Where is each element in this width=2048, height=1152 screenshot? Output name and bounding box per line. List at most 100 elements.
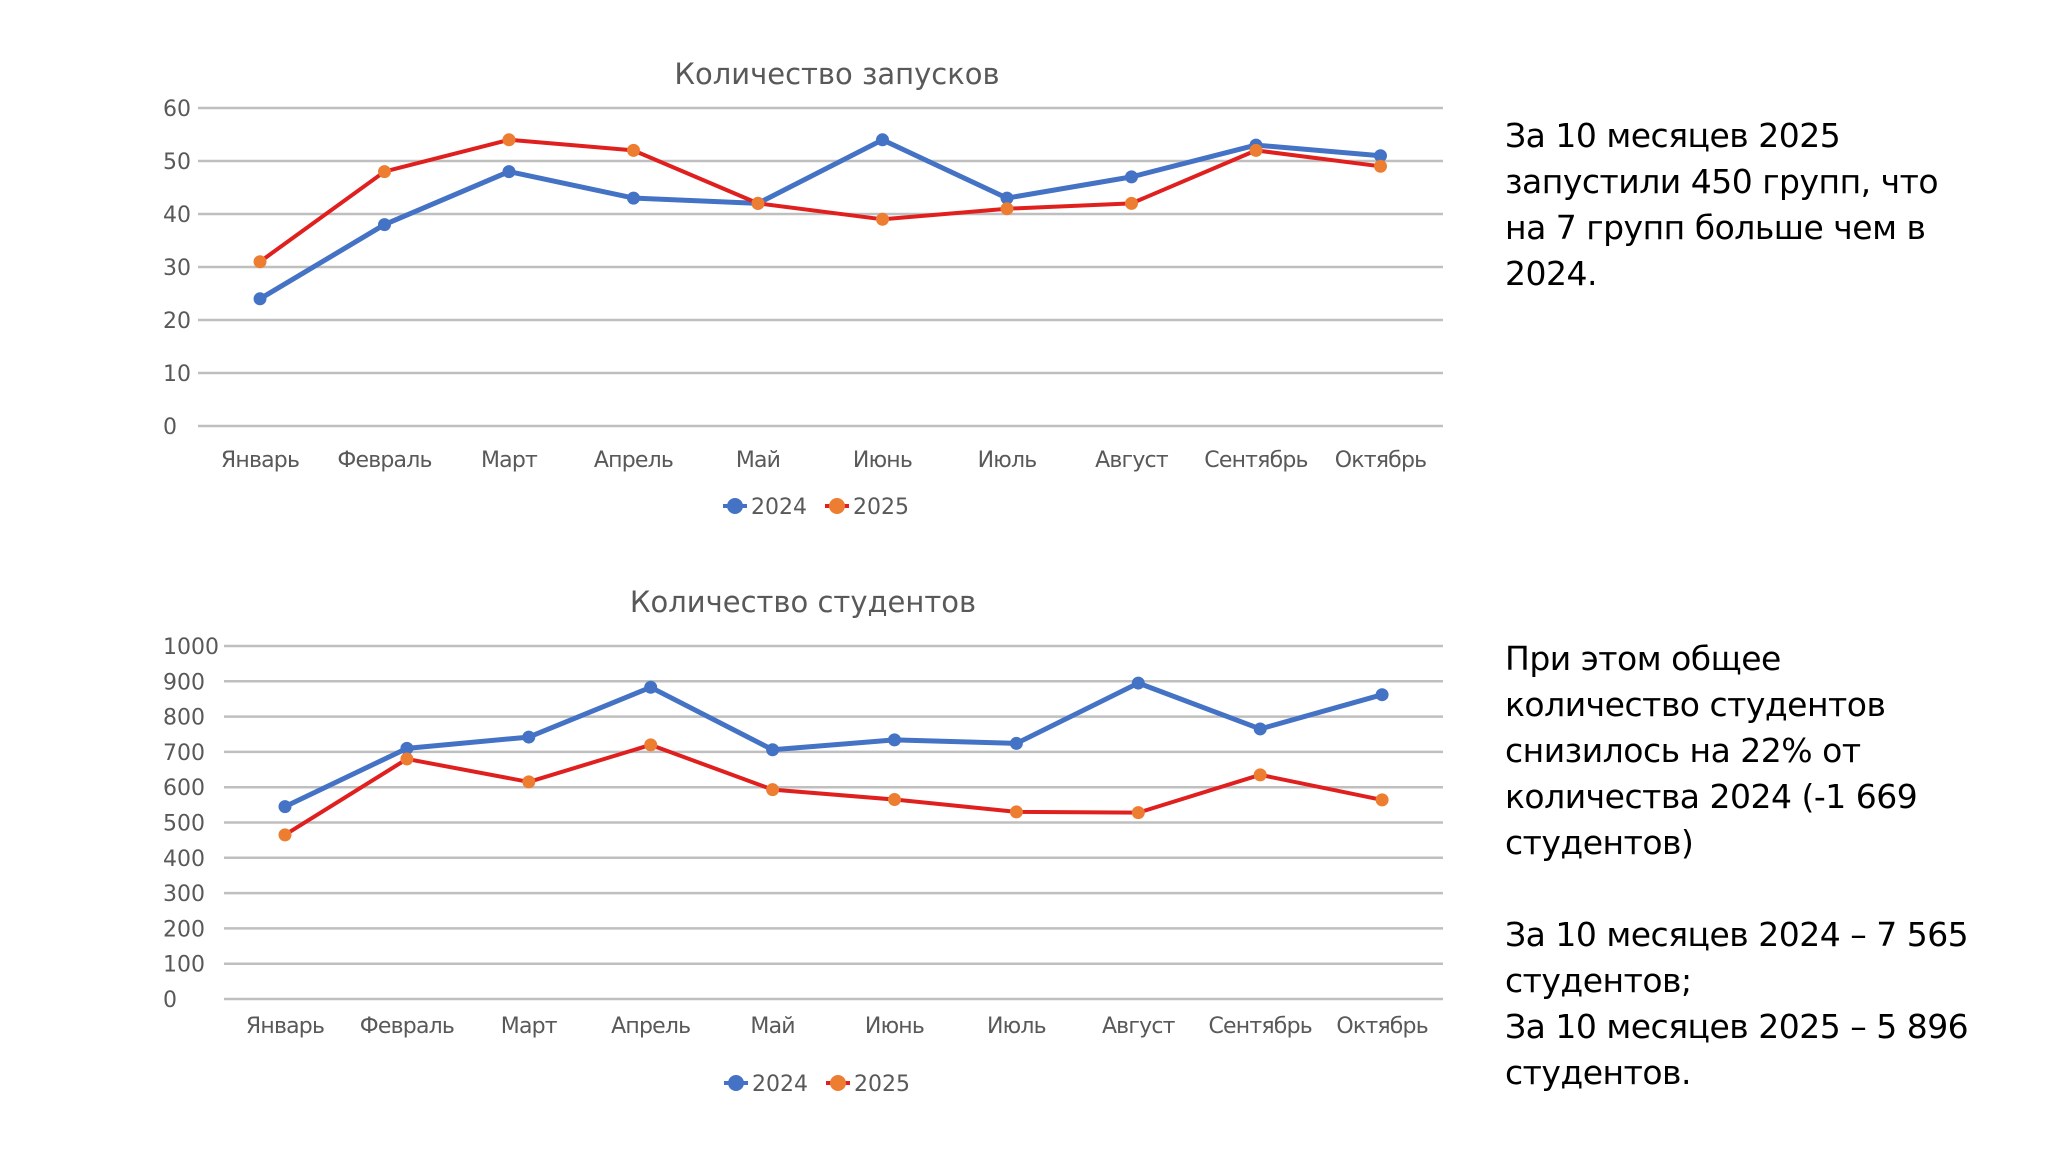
students-summary-line: количества 2024 (-1 669: [1505, 777, 1918, 816]
x-tick-label: Январь: [221, 448, 299, 473]
launches-summary-line: 2024.: [1505, 254, 1597, 293]
students-summary-line: количество студентов: [1505, 685, 1886, 724]
y-tick-label: 20: [163, 309, 191, 334]
data-point-2025: [1000, 202, 1014, 216]
launches-summary-line: на 7 групп больше чем в: [1505, 208, 1926, 247]
data-point-2024: [766, 743, 780, 757]
data-point-2025: [876, 212, 889, 226]
x-tick-label: Сентябрь: [1208, 1014, 1311, 1039]
y-tick-label: 700: [163, 741, 205, 766]
data-point-2025: [502, 133, 516, 147]
legend-label-2025: 2025: [853, 495, 909, 520]
students-total-line: За 10 месяцев 2024 – 7 565: [1505, 915, 1969, 954]
x-tick-label: Июнь: [865, 1014, 924, 1039]
data-point-2024: [644, 680, 658, 694]
x-tick-label: Сентябрь: [1204, 448, 1307, 473]
x-tick-label: Май: [736, 448, 780, 473]
data-point-2024: [1131, 676, 1145, 690]
y-tick-label: 300: [163, 882, 205, 907]
x-tick-label: Март: [501, 1014, 558, 1039]
data-point-2024: [378, 218, 391, 232]
y-tick-label: 30: [163, 256, 191, 281]
data-point-2025: [1009, 805, 1023, 819]
data-point-2024: [876, 133, 889, 147]
students-total-line: студентов;: [1505, 961, 1692, 1000]
series-line-2025: [283, 742, 1385, 837]
data-point-2024: [502, 165, 516, 179]
charts-area: Количество запусков 0 10 20 30 40 50 60 Январь Фе…: [163, 57, 1443, 1097]
students-summary: При этом общее количество студентов сниз…: [1505, 636, 2035, 1096]
legend-label-2025: 2025: [854, 1072, 910, 1097]
students-chart: Количество студентов 0 100 200 300 400 500 600 7…: [163, 585, 1443, 1097]
data-point-2024: [1125, 170, 1138, 184]
data-point-2025: [253, 255, 267, 269]
data-point-2025: [1253, 768, 1267, 782]
data-point-2024: [522, 730, 536, 744]
x-tick-label: Октябрь: [1336, 1014, 1428, 1039]
x-tick-label: Июль: [978, 448, 1037, 473]
legend-marker-2025: [830, 1075, 846, 1091]
data-point-2025: [278, 828, 292, 842]
y-tick-label: 100: [163, 953, 205, 978]
students-total-line: студентов.: [1505, 1053, 1691, 1092]
students-summary-line: студентов): [1505, 823, 1694, 862]
data-point-2025: [1249, 143, 1263, 157]
data-point-2025: [1374, 159, 1387, 173]
spacer: [1505, 866, 2035, 912]
data-point-2025: [627, 143, 640, 157]
x-tick-label: Август: [1102, 1014, 1176, 1039]
legend-marker-2024: [727, 498, 743, 514]
data-point-2024: [1253, 722, 1267, 736]
data-point-2025: [766, 783, 780, 797]
x-tick-label: Апрель: [611, 1014, 690, 1039]
data-point-2025: [644, 738, 658, 752]
students-total-line: За 10 месяцев 2025 – 5 896: [1505, 1007, 1969, 1046]
data-point-2024: [1375, 688, 1389, 702]
y-tick-label: 0: [163, 988, 177, 1013]
legend-label-2024: 2024: [752, 1072, 808, 1097]
data-point-2024: [1009, 736, 1023, 750]
data-point-2025: [378, 165, 391, 179]
launches-summary: За 10 месяцев 2025 запустили 450 групп, …: [1505, 113, 2035, 297]
x-tick-label: Октябрь: [1335, 448, 1427, 473]
x-tick-label: Июль: [987, 1014, 1046, 1039]
students-summary-line: снизилось на 22% от: [1505, 731, 1861, 770]
legend-marker-2025: [829, 498, 845, 514]
y-tick-label: 0: [163, 415, 177, 440]
data-point-2025: [888, 793, 901, 807]
series-line-2025: [258, 137, 1383, 264]
y-tick-label: 50: [163, 150, 191, 175]
x-tick-label: Май: [750, 1014, 794, 1039]
launches-summary-line: За 10 месяцев 2025: [1505, 116, 1841, 155]
x-tick-label: Март: [481, 448, 538, 473]
data-point-2024: [627, 191, 640, 205]
launches-chart: Количество запусков 0 10 20 30 40 50 60 Январь Фе…: [163, 57, 1443, 520]
data-point-2024: [888, 733, 901, 747]
series-line-2024: [257, 137, 1383, 302]
data-point-2025: [1375, 793, 1389, 807]
y-tick-label: 40: [163, 203, 191, 228]
y-tick-label: 200: [163, 917, 205, 942]
data-point-2025: [751, 196, 765, 210]
y-tick-label: 10: [163, 362, 191, 387]
x-tick-label: Февраль: [360, 1014, 454, 1039]
y-tick-label: 60: [163, 97, 191, 122]
x-tick-label: Апрель: [594, 448, 673, 473]
data-point-2025: [1131, 806, 1145, 820]
launches-summary-line: запустили 450 групп, что: [1505, 162, 1939, 201]
data-point-2024: [278, 800, 292, 814]
data-point-2025: [400, 752, 414, 766]
y-tick-label: 800: [163, 706, 205, 731]
x-tick-label: Февраль: [337, 448, 431, 473]
legend-marker-2024: [728, 1075, 744, 1091]
x-tick-label: Июнь: [853, 448, 912, 473]
x-tick-label: Август: [1095, 448, 1169, 473]
y-tick-label: 900: [163, 670, 205, 695]
chart-title: Количество студентов: [630, 585, 976, 619]
y-tick-label: 1000: [163, 635, 219, 660]
students-summary-line: При этом общее: [1505, 639, 1781, 678]
x-tick-label: Январь: [246, 1014, 324, 1039]
legend-label-2024: 2024: [751, 495, 807, 520]
data-point-2024: [253, 292, 267, 306]
y-tick-label: 400: [163, 847, 205, 872]
